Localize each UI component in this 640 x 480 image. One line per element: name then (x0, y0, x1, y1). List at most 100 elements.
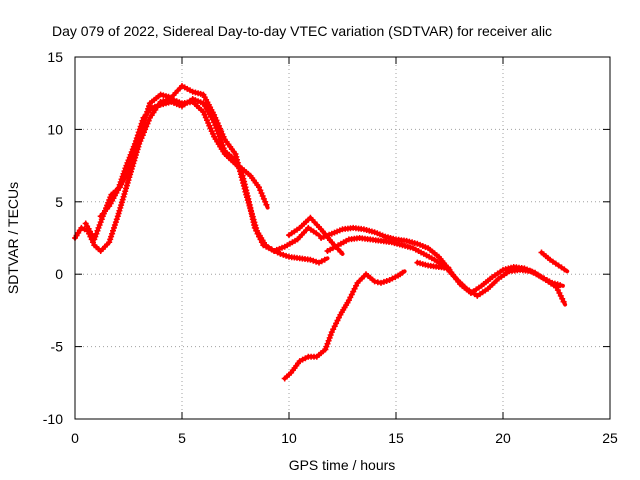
data-point (215, 130, 222, 137)
data-point (204, 117, 210, 124)
x-axis-label: GPS time / hours (289, 457, 396, 473)
data-point (257, 187, 264, 194)
data-point (134, 132, 141, 139)
data-point (120, 193, 127, 200)
x-tick-label: 15 (388, 430, 404, 446)
data-point (378, 279, 384, 286)
data-point (121, 168, 128, 175)
data-point (114, 213, 121, 220)
data-point (212, 122, 219, 129)
series-track-c (97, 96, 330, 266)
series-track-f (281, 269, 407, 382)
data-point (122, 188, 129, 195)
data-point (213, 125, 220, 131)
y-axis-label: SDTVAR / TECUs (5, 182, 21, 294)
data-point (123, 185, 129, 192)
data-point (124, 179, 131, 186)
data-point (283, 252, 290, 259)
data-point (383, 278, 390, 284)
data-point (232, 151, 239, 157)
data-point (116, 207, 123, 214)
plot-frame (74, 56, 611, 420)
y-tick-label: -5 (51, 339, 64, 355)
data-point (214, 127, 221, 134)
data-point (327, 332, 334, 338)
data-point (106, 239, 113, 246)
data-point (561, 266, 568, 273)
data-point (154, 102, 161, 109)
data-point (262, 198, 269, 205)
data-point (91, 236, 98, 243)
data-point (138, 120, 145, 127)
data-point (263, 201, 270, 208)
data-point (125, 177, 132, 184)
data-point (96, 222, 103, 228)
data-point (107, 236, 114, 243)
data-point (325, 337, 332, 344)
data-point (117, 204, 124, 211)
y-tick-label: -10 (43, 411, 63, 427)
series-track-g (286, 214, 345, 256)
data-point (216, 133, 223, 140)
data-point (218, 139, 225, 146)
series-track-i (538, 249, 570, 274)
data-point (371, 278, 378, 285)
y-tick-label: 5 (55, 194, 63, 210)
data-point (108, 233, 115, 240)
data-point (217, 136, 224, 143)
data-point (97, 219, 104, 226)
y-tick-label: 15 (47, 49, 63, 65)
data-point (93, 230, 100, 237)
data-point (258, 190, 265, 197)
data-point (280, 251, 287, 258)
data-point (144, 120, 151, 127)
data-point (211, 119, 218, 126)
data-point (219, 142, 226, 149)
data-point (111, 224, 117, 231)
chart-title: Day 079 of 2022, Sidereal Day-to-day VTE… (52, 23, 552, 39)
data-point (307, 256, 314, 263)
data-series (72, 83, 570, 382)
x-tick-label: 5 (178, 430, 186, 446)
data-point (337, 248, 344, 255)
data-point (126, 154, 133, 161)
x-tick-label: 25 (602, 430, 618, 446)
data-point (220, 145, 227, 152)
data-point (321, 256, 328, 263)
data-point (324, 340, 331, 347)
data-point (560, 298, 567, 305)
data-point (95, 224, 102, 231)
data-point (135, 129, 142, 136)
data-point (111, 222, 118, 228)
data-point (133, 135, 140, 142)
series-track-h (414, 259, 452, 271)
data-point (151, 103, 158, 110)
data-point (137, 123, 144, 130)
data-point (110, 227, 116, 234)
data-point (126, 174, 133, 181)
data-point (310, 257, 317, 264)
data-point (313, 258, 320, 265)
data-point (277, 250, 284, 257)
data-point (149, 104, 155, 111)
data-point (136, 126, 143, 133)
data-point (92, 233, 99, 240)
x-tick-label: 20 (495, 430, 511, 446)
data-point (78, 224, 85, 231)
data-point (259, 193, 266, 199)
data-point (112, 219, 119, 226)
data-point (121, 191, 128, 197)
y-tick-label: 0 (55, 266, 63, 282)
x-tick-label: 0 (71, 430, 79, 446)
data-point (443, 265, 450, 271)
data-point (118, 199, 125, 206)
data-point (132, 138, 139, 144)
data-point (115, 184, 122, 191)
data-point (207, 125, 214, 132)
data-point (557, 282, 564, 289)
data-point (139, 117, 146, 124)
x-tick-label: 10 (281, 430, 297, 446)
data-point (380, 278, 387, 285)
data-point (109, 230, 116, 237)
